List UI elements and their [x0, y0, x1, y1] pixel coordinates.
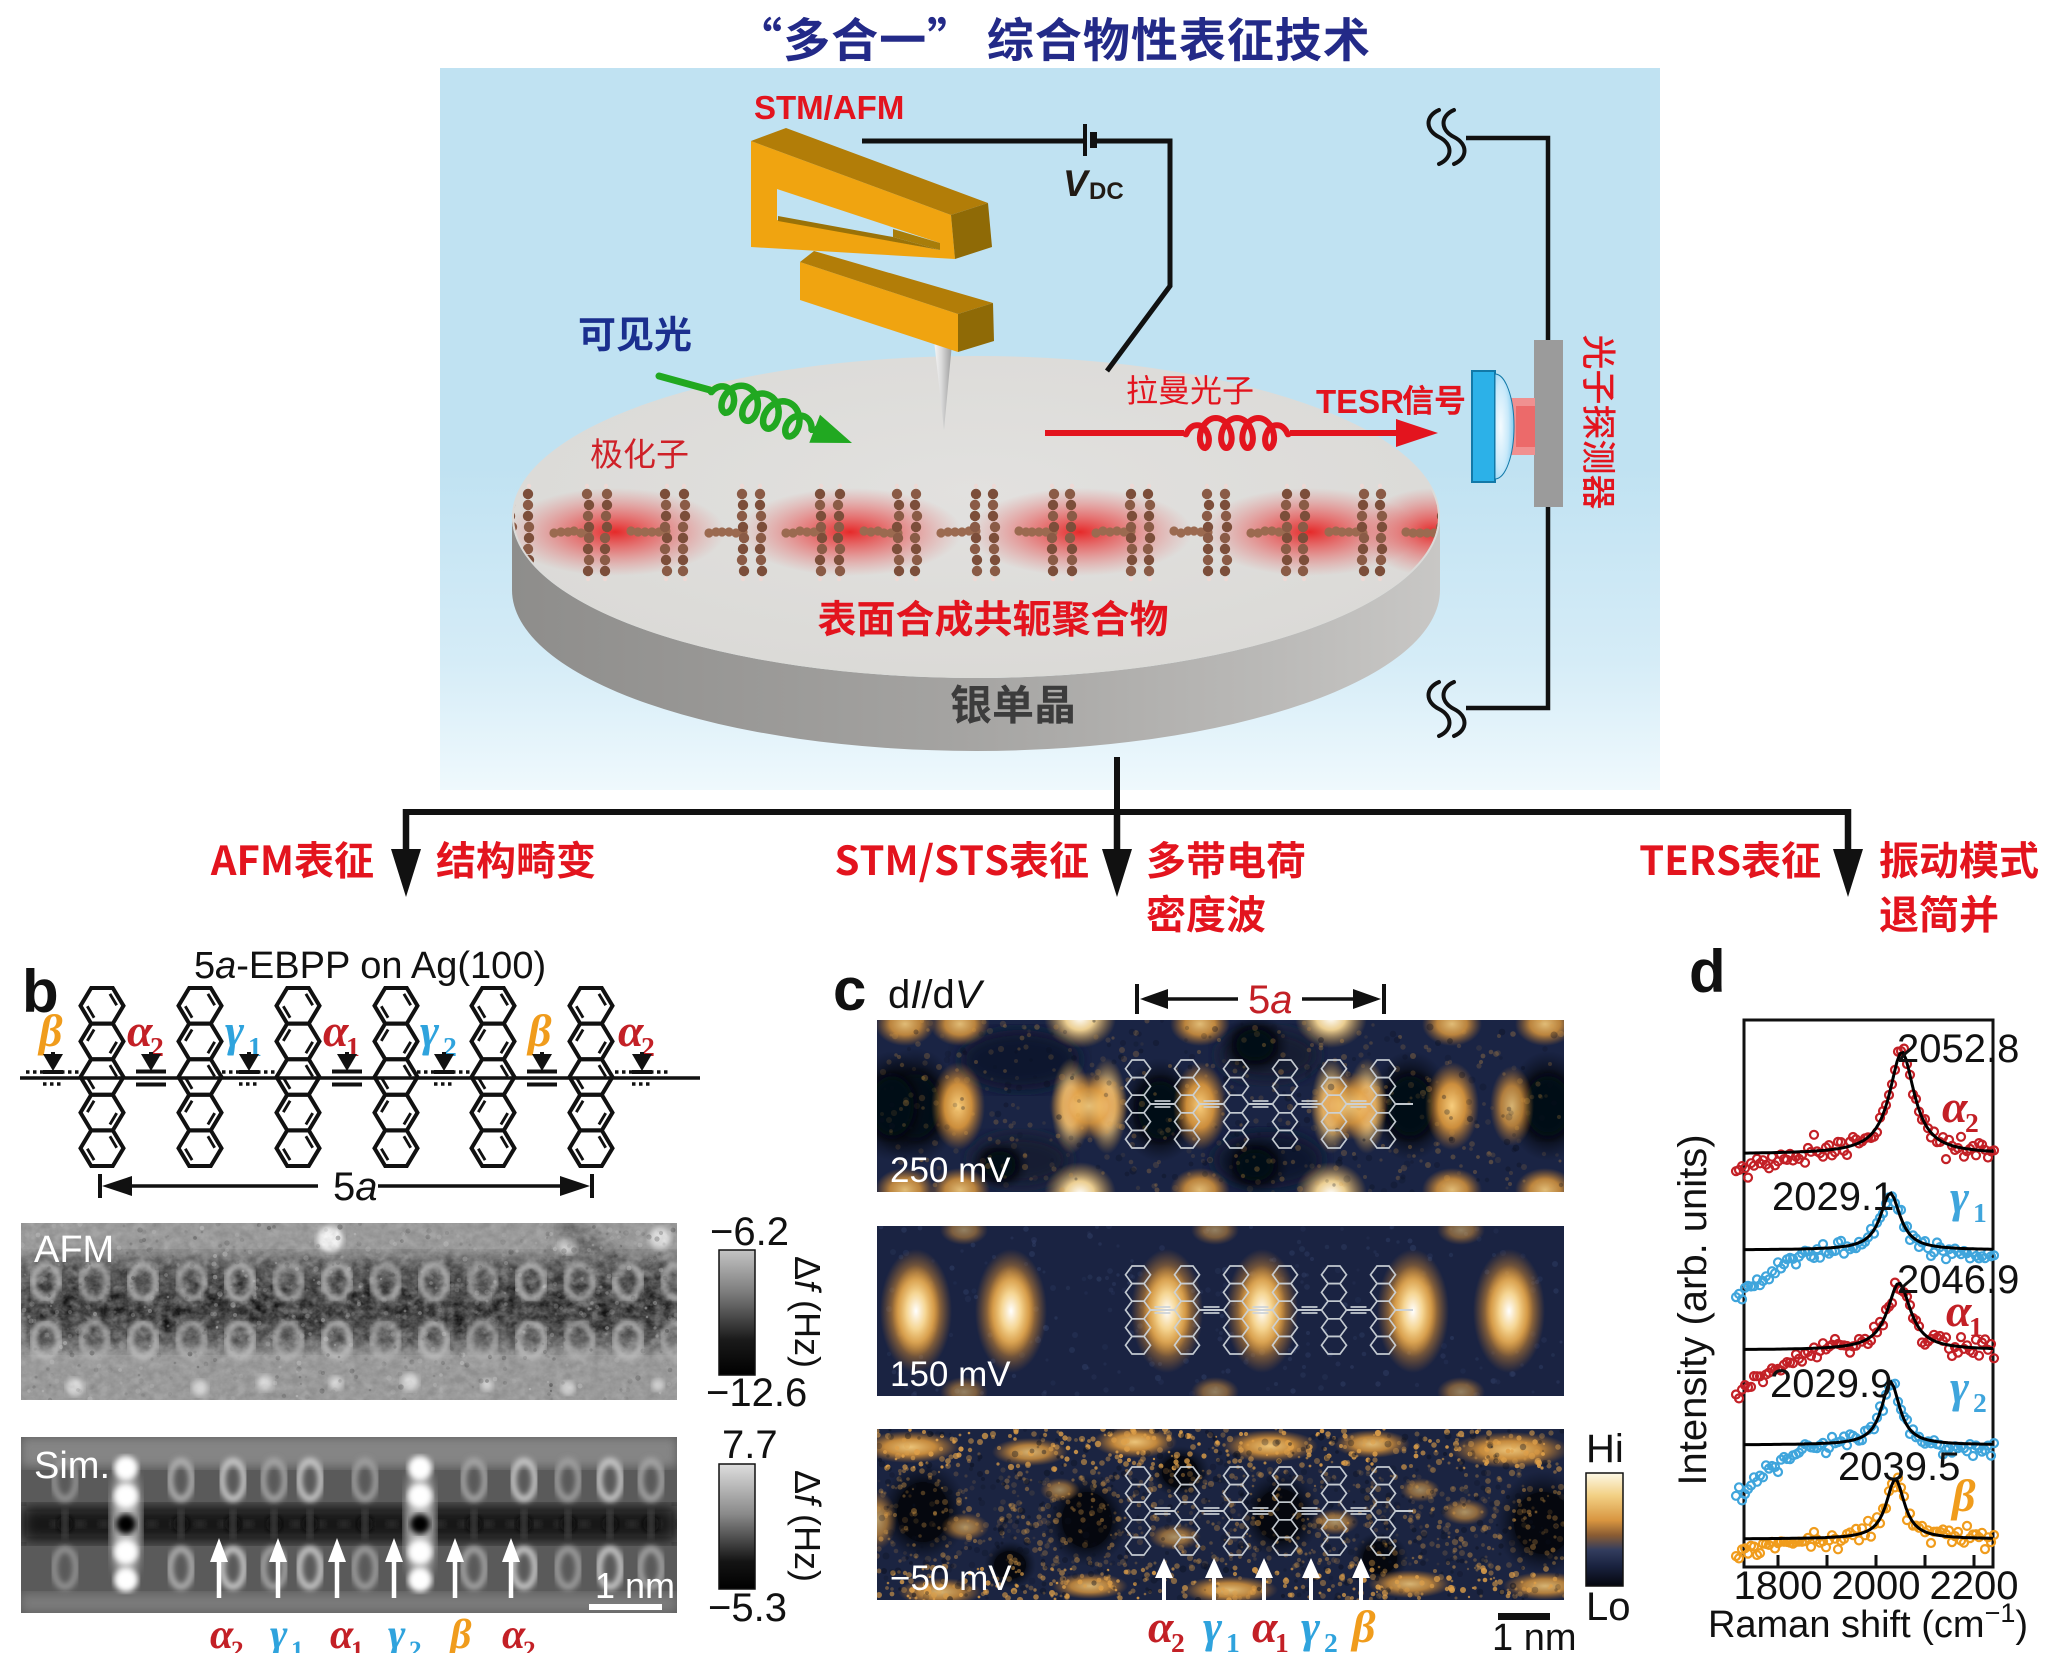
svg-text:2000: 2000 — [1832, 1564, 1921, 1608]
svg-text:α: α — [618, 1005, 645, 1056]
svg-text:STM/AFM: STM/AFM — [754, 89, 904, 126]
svg-text:1: 1 — [1969, 1311, 1983, 1342]
svg-text:Sim.: Sim. — [34, 1445, 110, 1487]
svg-text:2: 2 — [1965, 1107, 1979, 1138]
svg-text:7.7: 7.7 — [722, 1423, 778, 1467]
svg-text:α: α — [330, 1612, 354, 1653]
svg-text:2200: 2200 — [1930, 1564, 2019, 1608]
svg-text:2029.1: 2029.1 — [1772, 1175, 1894, 1219]
svg-text:Lo: Lo — [1586, 1585, 1631, 1629]
svg-text:V: V — [1063, 163, 1091, 204]
svg-text:−50 mV: −50 mV — [890, 1559, 1012, 1598]
svg-text:b: b — [22, 958, 59, 1025]
svg-text:γ: γ — [270, 1612, 288, 1653]
svg-text:α: α — [210, 1612, 234, 1653]
svg-text:β: β — [1950, 1470, 1976, 1521]
svg-text:1: 1 — [351, 1637, 364, 1653]
svg-text:2: 2 — [1973, 1387, 1987, 1418]
svg-text:β: β — [37, 1005, 63, 1056]
svg-text:1: 1 — [1226, 1627, 1240, 1653]
svg-text:β: β — [448, 1612, 472, 1653]
svg-text:2: 2 — [523, 1637, 536, 1653]
svg-text:Intensity (arb. units): Intensity (arb. units) — [1671, 1134, 1715, 1485]
svg-text:α: α — [502, 1612, 526, 1653]
svg-text:TESR: TESR — [1316, 383, 1404, 420]
svg-text:DC: DC — [1089, 178, 1124, 205]
svg-text:γ: γ — [1950, 1361, 1970, 1412]
svg-text:5a: 5a — [333, 1165, 378, 1209]
svg-text:1800: 1800 — [1734, 1564, 1823, 1608]
svg-text:1 nm: 1 nm — [1492, 1617, 1576, 1653]
svg-text:α: α — [127, 1005, 154, 1056]
svg-text:−6.2: −6.2 — [710, 1210, 789, 1254]
svg-text:2: 2 — [409, 1637, 422, 1653]
svg-text:1: 1 — [1275, 1627, 1289, 1653]
svg-text:2039.5: 2039.5 — [1838, 1445, 1960, 1489]
svg-text:2: 2 — [231, 1637, 244, 1653]
svg-text:5a: 5a — [1248, 978, 1293, 1022]
svg-text:c: c — [833, 956, 866, 1023]
svg-text:150 mV: 150 mV — [890, 1355, 1011, 1394]
svg-text:2: 2 — [1171, 1627, 1185, 1653]
svg-text:α: α — [1252, 1601, 1279, 1652]
svg-text:1 nm: 1 nm — [595, 1565, 675, 1606]
svg-text:−5.3: −5.3 — [708, 1586, 787, 1630]
svg-text:α: α — [1946, 1285, 1973, 1336]
svg-text:5a-EBPP on Ag(100): 5a-EBPP on Ag(100) — [194, 945, 546, 987]
svg-text:2052.8: 2052.8 — [1897, 1027, 2019, 1071]
svg-text:Hi: Hi — [1586, 1427, 1624, 1471]
svg-text:1: 1 — [291, 1637, 304, 1653]
svg-text:−12.6: −12.6 — [706, 1371, 807, 1415]
svg-text:Raman shift (cm−1): Raman shift (cm−1) — [1708, 1598, 2028, 1646]
svg-text:Δf (Hz): Δf (Hz) — [787, 1470, 828, 1582]
svg-text:γ: γ — [420, 1005, 440, 1056]
svg-text:2046.9: 2046.9 — [1897, 1258, 2019, 1302]
svg-text:dI/dV: dI/dV — [888, 973, 985, 1017]
svg-text:α: α — [323, 1005, 350, 1056]
svg-text:α: α — [1942, 1081, 1969, 1132]
svg-text:1: 1 — [1973, 1197, 1987, 1228]
svg-text:γ: γ — [1203, 1601, 1223, 1652]
svg-text:d: d — [1689, 938, 1726, 1005]
svg-text:2: 2 — [1324, 1627, 1338, 1653]
svg-text:β: β — [1350, 1601, 1376, 1652]
svg-text:AFM: AFM — [34, 1229, 114, 1271]
svg-text:α: α — [1148, 1601, 1175, 1652]
svg-text:250 mV: 250 mV — [890, 1151, 1011, 1190]
svg-text:γ: γ — [1950, 1171, 1970, 1222]
svg-text:γ: γ — [225, 1005, 245, 1056]
svg-text:Δf (Hz): Δf (Hz) — [787, 1256, 828, 1368]
svg-text:β: β — [526, 1005, 552, 1056]
svg-text:γ: γ — [1301, 1601, 1321, 1652]
svg-text:2029.9: 2029.9 — [1770, 1362, 1892, 1406]
svg-text:γ: γ — [388, 1612, 406, 1653]
